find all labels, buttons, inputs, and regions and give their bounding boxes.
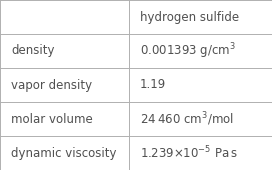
Text: dynamic viscosity: dynamic viscosity (11, 147, 116, 159)
Text: hydrogen sulfide: hydrogen sulfide (140, 11, 239, 23)
Text: 0.001393 g/cm$^3$: 0.001393 g/cm$^3$ (140, 41, 236, 61)
Text: density: density (11, 45, 54, 57)
Text: 24 460 cm$^3$/mol: 24 460 cm$^3$/mol (140, 110, 234, 128)
Text: 1.239×10$^{-5}$ Pa s: 1.239×10$^{-5}$ Pa s (140, 145, 238, 161)
Text: molar volume: molar volume (11, 113, 93, 125)
Text: 1.19: 1.19 (140, 79, 166, 91)
Text: vapor density: vapor density (11, 79, 92, 91)
